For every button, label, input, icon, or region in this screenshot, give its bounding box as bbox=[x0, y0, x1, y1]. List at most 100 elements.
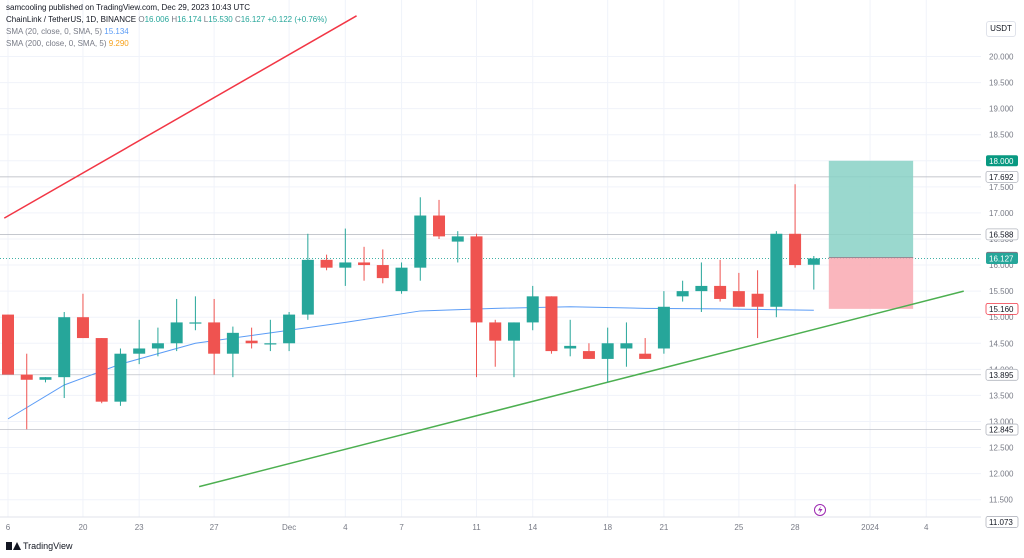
candle-body bbox=[732, 291, 745, 307]
change-value: +0.122 (+0.76%) bbox=[267, 15, 328, 24]
price-tick-label: 15.500 bbox=[989, 287, 1014, 296]
price-badge-label: 18.000 bbox=[989, 157, 1014, 166]
price-badge-bg bbox=[986, 155, 1018, 167]
horizontal-levels bbox=[0, 176, 981, 430]
long-position-tool[interactable] bbox=[828, 160, 914, 309]
sma20-value: 15.134 bbox=[104, 27, 129, 36]
price-badge-bg bbox=[985, 368, 1019, 381]
price-tick-label: 20.000 bbox=[989, 53, 1014, 62]
sma20-label: SMA (20, close, 0, SMA, 5) bbox=[6, 27, 103, 36]
price-badge-label: 11.073 bbox=[989, 518, 1013, 527]
price-badge-label: 16.127 bbox=[989, 254, 1014, 263]
candle-body bbox=[283, 314, 296, 344]
price-badge-bg bbox=[986, 252, 1018, 264]
candle-body bbox=[695, 285, 708, 292]
candle-body bbox=[564, 345, 577, 349]
candle-body bbox=[582, 351, 595, 359]
candle-body bbox=[451, 236, 464, 242]
sma20-legend[interactable]: SMA (20, close, 0, SMA, 5) 15.134 bbox=[6, 27, 129, 36]
candle-body bbox=[489, 322, 502, 341]
candle-body bbox=[76, 317, 89, 339]
time-tick-label: 28 bbox=[791, 523, 800, 532]
price-badge-label: 17.692 bbox=[989, 173, 1014, 182]
candle-body bbox=[208, 322, 221, 354]
candle-body bbox=[507, 322, 520, 341]
time-tick-label: 18 bbox=[603, 523, 612, 532]
candle-body bbox=[526, 296, 539, 323]
time-tick-label: 20 bbox=[79, 523, 88, 532]
low-label: L bbox=[203, 15, 209, 24]
candle-body bbox=[433, 215, 446, 237]
time-tick-label: 25 bbox=[734, 523, 743, 532]
high-label: H bbox=[171, 15, 178, 24]
currency-button[interactable]: USDT bbox=[986, 21, 1016, 37]
price-tick-label: 14.500 bbox=[989, 339, 1014, 348]
candle-body bbox=[114, 353, 127, 402]
candle-body bbox=[189, 322, 202, 324]
open-label: O bbox=[138, 15, 145, 24]
price-badge-bg bbox=[985, 302, 1019, 315]
price-badge-bg bbox=[985, 423, 1019, 436]
time-tick-label: 7 bbox=[399, 523, 404, 532]
price-tick-label: 13.500 bbox=[989, 391, 1014, 400]
candle-body bbox=[58, 317, 71, 378]
lightning-glyph-icon bbox=[818, 506, 823, 514]
event-marker[interactable] bbox=[814, 504, 826, 516]
price-badge-label: 13.895 bbox=[989, 371, 1014, 380]
candle-body bbox=[676, 291, 689, 297]
tradingview-brand: TradingView bbox=[6, 541, 73, 551]
time-tick-label: 14 bbox=[528, 523, 537, 532]
target-zone bbox=[828, 160, 914, 258]
price-badge-label: 15.160 bbox=[989, 305, 1014, 314]
price-badge-bg bbox=[985, 170, 1019, 183]
open-value: 16.006 bbox=[144, 15, 170, 24]
candle-body bbox=[657, 306, 670, 349]
price-badge-label: 12.845 bbox=[989, 426, 1014, 435]
candle-body bbox=[601, 343, 614, 359]
symbol-legend: ChainLink / TetherUS, 1D, BINANCE O16.00… bbox=[6, 15, 327, 24]
candle-body bbox=[714, 285, 727, 299]
symbol-name[interactable]: ChainLink / TetherUS, 1D, BINANCE bbox=[6, 15, 137, 24]
stop-zone bbox=[828, 257, 914, 309]
candle-body bbox=[807, 258, 820, 265]
sma200-label: SMA (200, close, 0, SMA, 5) bbox=[6, 39, 107, 48]
candle-body bbox=[414, 215, 427, 268]
time-tick-label: 4 bbox=[343, 523, 348, 532]
price-axis-bg bbox=[981, 0, 1024, 558]
price-tick-label: 11.500 bbox=[989, 496, 1013, 505]
trend-lines[interactable] bbox=[3, 15, 964, 488]
candle-body bbox=[320, 259, 333, 268]
candle-body bbox=[639, 353, 652, 359]
time-tick-label: 23 bbox=[135, 523, 144, 532]
time-axis[interactable]: 6 20 23 27 Dec 4 7 11 14 18 21 25 28 2024 4 bbox=[0, 516, 981, 532]
candle-body bbox=[301, 259, 314, 315]
candle-body bbox=[20, 374, 33, 380]
candle-body bbox=[264, 343, 277, 345]
price-tick-label: 13.000 bbox=[989, 417, 1014, 426]
candle-body bbox=[545, 296, 558, 352]
time-tick-label: Dec bbox=[282, 523, 296, 532]
price-axis[interactable]: 11.50012.00012.50013.00013.50014.00014.5… bbox=[981, 0, 1024, 558]
candle-body bbox=[395, 267, 408, 292]
time-tick-label: 27 bbox=[210, 523, 219, 532]
time-tick-label: 4 bbox=[924, 523, 929, 532]
sma200-legend[interactable]: SMA (200, close, 0, SMA, 5) 9.290 bbox=[6, 39, 129, 48]
price-tick-label: 17.000 bbox=[989, 209, 1014, 218]
brand-name: TradingView bbox=[23, 541, 73, 551]
price-tick-label: 16.000 bbox=[989, 261, 1014, 270]
price-badges: 18.00017.69216.58816.14716.12715.16013.8… bbox=[985, 155, 1019, 528]
candle-body bbox=[751, 293, 764, 307]
price-tick-label: 12.500 bbox=[989, 444, 1014, 453]
candle-body bbox=[470, 236, 483, 323]
candle-body bbox=[39, 377, 52, 380]
grid-lines bbox=[0, 0, 981, 517]
sma20-line bbox=[7, 306, 814, 420]
candle-body bbox=[95, 338, 108, 402]
close-label: C bbox=[234, 15, 241, 24]
time-tick-label: 6 bbox=[6, 523, 11, 532]
candle-body bbox=[226, 332, 239, 354]
price-tick-label: 12.000 bbox=[989, 470, 1014, 479]
high-value: 16.174 bbox=[177, 15, 202, 24]
price-tick-label: 18.500 bbox=[989, 131, 1014, 140]
